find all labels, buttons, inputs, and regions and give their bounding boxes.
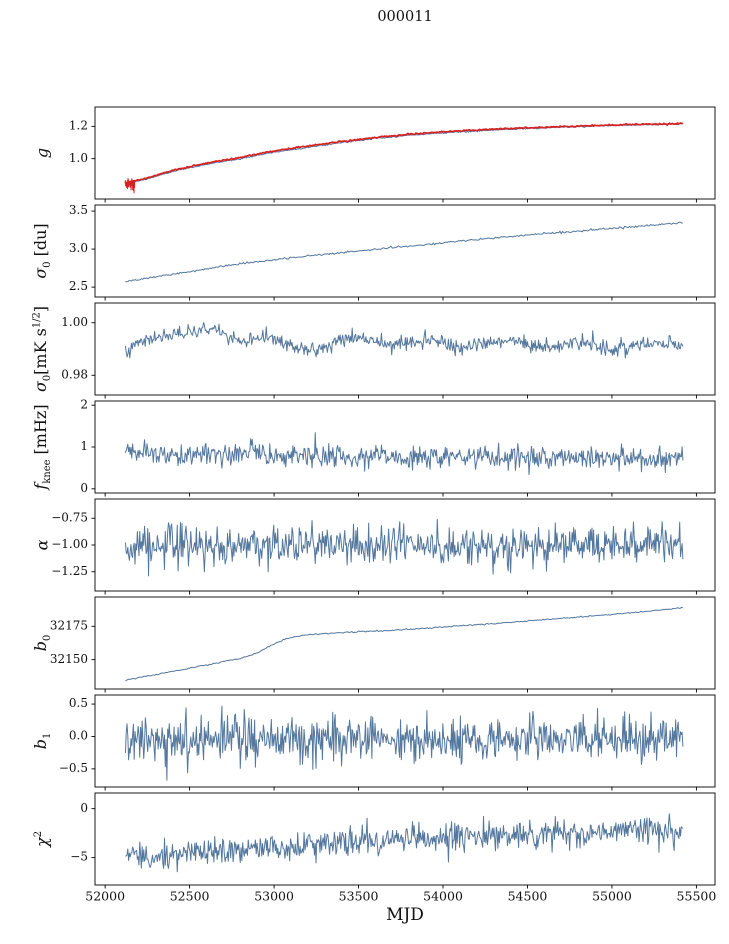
figure-title: 000011 bbox=[377, 9, 433, 25]
x-axis-label: MJD bbox=[386, 905, 424, 925]
ylabel-g: g bbox=[32, 147, 52, 159]
ylabel-alpha: α bbox=[32, 539, 52, 551]
ylabel-sigma0-du: σ0 [du] bbox=[30, 223, 54, 279]
ylabel-fknee: fknee [mHz] bbox=[30, 404, 54, 490]
ylabel-b0: b0 bbox=[30, 634, 54, 652]
ylabel-b1: b1 bbox=[30, 732, 54, 750]
ylabel-chi2: χ2 bbox=[32, 830, 52, 848]
ylabel-sigma0-mk: σ0[mK s1/2] bbox=[30, 305, 54, 393]
